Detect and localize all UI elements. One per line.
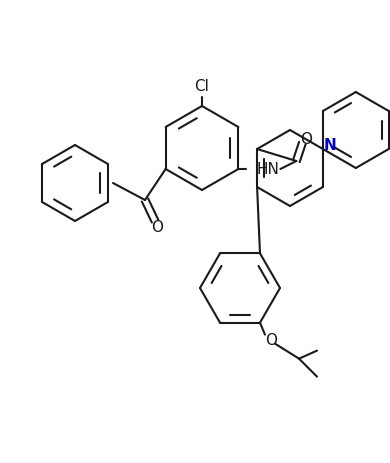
- Text: O: O: [265, 333, 277, 348]
- Text: O: O: [151, 219, 163, 234]
- Text: Cl: Cl: [195, 79, 209, 94]
- Text: O: O: [300, 131, 312, 146]
- Text: N: N: [324, 138, 336, 154]
- Text: HN: HN: [257, 162, 280, 176]
